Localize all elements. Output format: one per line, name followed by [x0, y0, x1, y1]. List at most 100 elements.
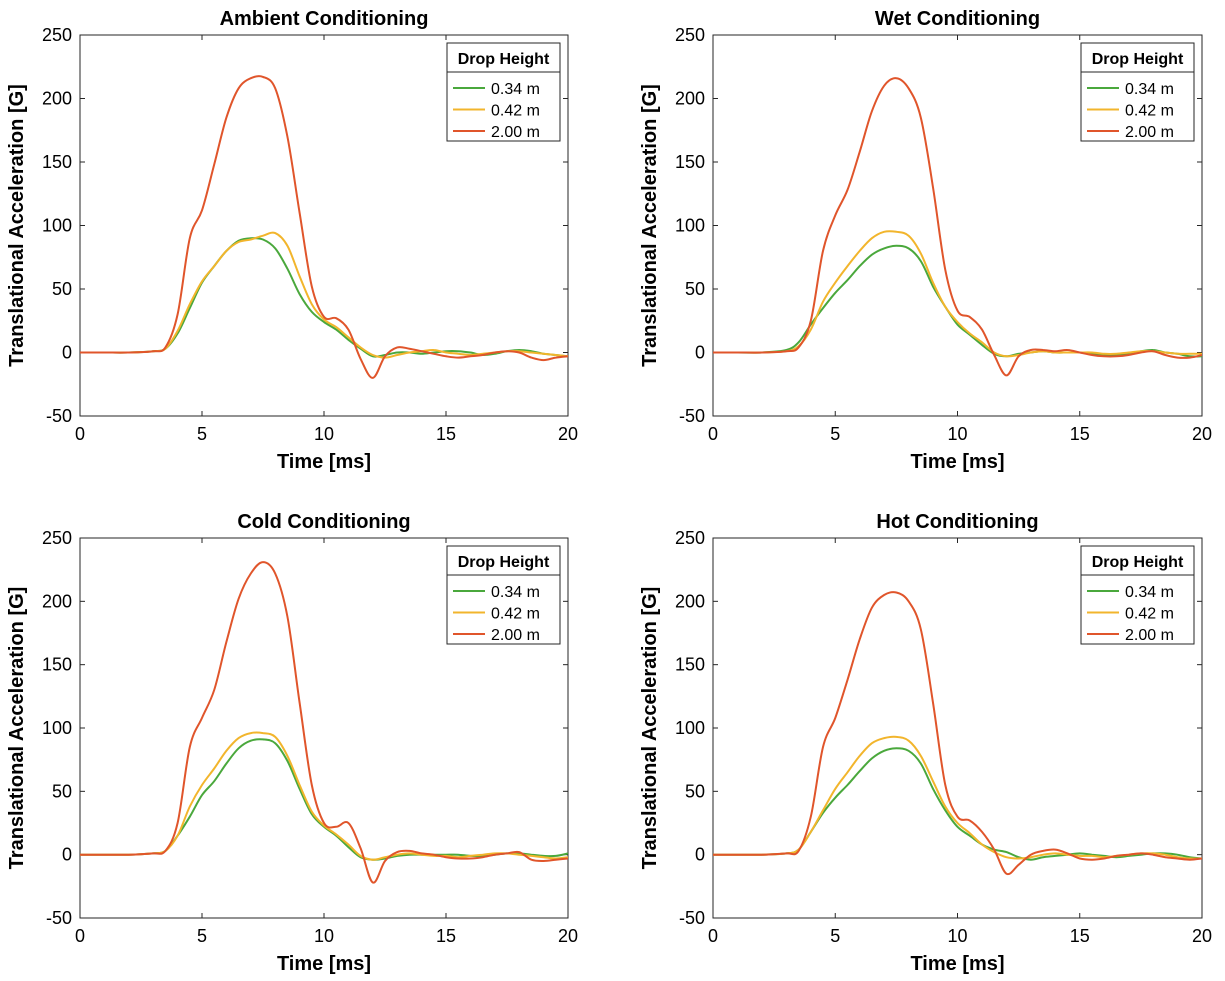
x-tick-label: 10 [947, 424, 967, 444]
series-group [713, 591, 1202, 876]
legend-item-label: 0.42 m [1125, 606, 1174, 623]
chart-title: Ambient Conditioning [220, 8, 429, 30]
legend-title: Drop Height [458, 554, 550, 571]
x-tick-label: 5 [197, 424, 207, 444]
y-axis-label: Translational Acceleration [G] [639, 587, 661, 870]
series-line-2-00-m [80, 75, 568, 379]
legend-title: Drop Height [1092, 51, 1184, 68]
chart-title: Wet Conditioning [875, 8, 1040, 30]
y-tick-label: 100 [675, 216, 705, 236]
y-tick-label: -50 [46, 908, 72, 928]
chart-title: Cold Conditioning [237, 511, 410, 533]
y-axis-label: Translational Acceleration [G] [6, 84, 28, 367]
x-tick-label: 15 [1070, 424, 1090, 444]
y-tick-label: 200 [675, 591, 705, 611]
x-tick-label: 10 [947, 926, 967, 946]
y-tick-label: 100 [42, 216, 72, 236]
y-tick-label: 150 [675, 655, 705, 675]
legend-item-label: 2.00 m [1125, 627, 1174, 644]
y-tick-label: 0 [62, 343, 72, 363]
y-tick-label: -50 [46, 406, 72, 426]
y-tick-label: 150 [42, 152, 72, 172]
y-axis-label: Translational Acceleration [G] [6, 587, 28, 870]
y-tick-label: 150 [675, 152, 705, 172]
x-tick-label: 5 [830, 424, 840, 444]
series-line-0-34-m [713, 244, 1202, 358]
legend-box [446, 42, 561, 142]
series-line-0-42-m [80, 731, 568, 861]
y-tick-label: 200 [675, 89, 705, 109]
legend-box [1080, 545, 1195, 645]
legend-box [446, 545, 561, 645]
legend-item-label: 0.42 m [491, 606, 540, 623]
x-tick-label: 15 [1070, 926, 1090, 946]
y-tick-label: 0 [695, 845, 705, 865]
legend: Drop Height 0.34 m 0.42 m 2.00 m [446, 42, 561, 142]
y-tick-label: 0 [695, 343, 705, 363]
x-tick-label: 15 [436, 926, 456, 946]
legend-title: Drop Height [1092, 554, 1184, 571]
series-group [80, 561, 568, 884]
y-tick-label: 100 [675, 718, 705, 738]
x-tick-label: 20 [558, 424, 578, 444]
series-group [713, 77, 1202, 377]
legend-item-label: 2.00 m [491, 627, 540, 644]
y-tick-label: 250 [42, 528, 72, 548]
series-line-2-00-m [713, 77, 1202, 377]
x-tick-label: 10 [314, 926, 334, 946]
y-tick-label: 250 [675, 25, 705, 45]
x-tick-label: 10 [314, 424, 334, 444]
legend-item-label: 0.42 m [491, 103, 540, 120]
y-tick-label: 250 [675, 528, 705, 548]
legend-item-label: 0.34 m [1125, 81, 1174, 98]
x-axis-label: Time [ms] [277, 451, 371, 473]
chart-title: Hot Conditioning [876, 511, 1038, 533]
x-tick-label: 20 [558, 926, 578, 946]
x-axis-label: Time [ms] [910, 451, 1004, 473]
series-group [80, 75, 568, 379]
legend: Drop Height 0.34 m 0.42 m 2.00 m [1080, 545, 1195, 645]
y-tick-label: -50 [679, 908, 705, 928]
legend: Drop Height 0.34 m 0.42 m 2.00 m [1080, 42, 1195, 142]
legend-item-label: 0.34 m [491, 584, 540, 601]
legend-item-label: 0.42 m [1125, 103, 1174, 120]
y-tick-label: 150 [42, 655, 72, 675]
x-tick-label: 20 [1192, 926, 1212, 946]
legend-item-label: 0.34 m [1125, 584, 1174, 601]
y-tick-label: 200 [42, 89, 72, 109]
y-tick-label: 0 [62, 845, 72, 865]
x-tick-label: 0 [75, 424, 85, 444]
y-axis-label: Translational Acceleration [G] [639, 84, 661, 367]
x-tick-label: 5 [830, 926, 840, 946]
y-tick-label: 50 [685, 781, 705, 801]
legend: Drop Height 0.34 m 0.42 m 2.00 m [446, 545, 561, 645]
series-line-0-34-m [80, 237, 568, 358]
x-tick-label: 0 [708, 424, 718, 444]
x-tick-label: 0 [708, 926, 718, 946]
y-tick-label: 100 [42, 718, 72, 738]
series-line-0-42-m [713, 230, 1202, 358]
y-tick-label: 50 [685, 279, 705, 299]
legend-box [1080, 42, 1195, 142]
legend-item-label: 2.00 m [491, 124, 540, 141]
legend-item-label: 0.34 m [491, 81, 540, 98]
series-line-2-00-m [713, 591, 1202, 876]
x-tick-label: 5 [197, 926, 207, 946]
x-axis-label: Time [ms] [910, 953, 1004, 975]
y-tick-label: -50 [679, 406, 705, 426]
x-tick-label: 15 [436, 424, 456, 444]
legend-title: Drop Height [458, 51, 550, 68]
y-tick-label: 50 [52, 279, 72, 299]
y-tick-label: 250 [42, 25, 72, 45]
y-tick-label: 200 [42, 591, 72, 611]
series-line-2-00-m [80, 561, 568, 884]
y-tick-label: 50 [52, 781, 72, 801]
legend-item-label: 2.00 m [1125, 124, 1174, 141]
series-line-0-42-m [80, 231, 568, 359]
x-tick-label: 20 [1192, 424, 1212, 444]
